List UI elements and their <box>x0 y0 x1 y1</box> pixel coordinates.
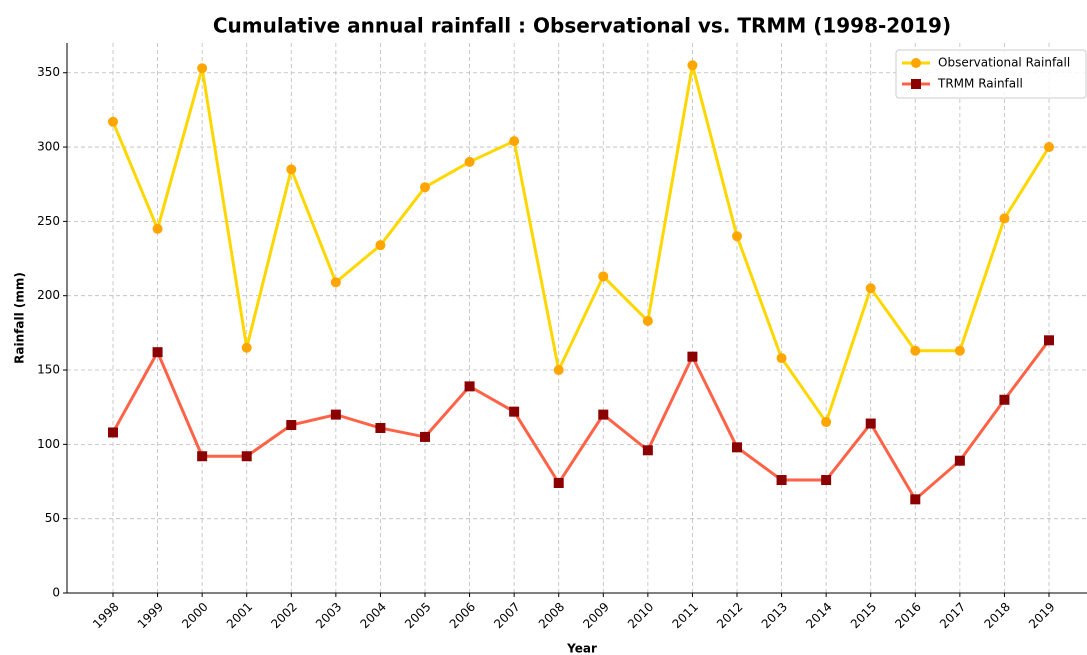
marker <box>509 136 520 147</box>
x-tick-label: 2002 <box>268 600 299 631</box>
marker <box>642 315 653 326</box>
marker <box>598 409 609 420</box>
marker <box>1044 142 1054 153</box>
marker <box>152 347 163 358</box>
marker <box>821 475 832 486</box>
series-line <box>111 339 1051 502</box>
x-tick-label: 2017 <box>937 600 968 631</box>
x-axis-label: Year <box>566 642 597 655</box>
x-tick-label: 2010 <box>625 600 656 631</box>
marker <box>152 223 163 234</box>
y-tick-label: 350 <box>37 65 60 79</box>
x-tick-label: 1999 <box>135 600 166 631</box>
marker <box>197 63 208 74</box>
marker <box>375 423 386 433</box>
marker <box>911 58 921 68</box>
marker <box>464 156 475 167</box>
x-tick-label: 2007 <box>491 600 522 631</box>
x-tick-label: 2016 <box>892 600 923 631</box>
x-tick-label: 2018 <box>982 600 1013 631</box>
marker <box>241 451 252 462</box>
marker <box>821 417 832 428</box>
marker <box>197 451 208 462</box>
x-tick-label: 2013 <box>759 600 790 631</box>
marker <box>375 240 386 251</box>
x-tick-label: 2000 <box>179 600 210 631</box>
x-tick-label: 2015 <box>848 600 879 631</box>
x-tick-label: 2003 <box>313 600 344 631</box>
x-tick-label: 2001 <box>224 600 255 631</box>
marker <box>108 427 118 438</box>
marker <box>330 409 341 420</box>
marker <box>954 345 965 356</box>
marker <box>330 277 341 288</box>
marker <box>954 455 965 466</box>
marker <box>1044 335 1054 346</box>
marker <box>420 431 430 442</box>
y-tick-label: 200 <box>37 288 60 302</box>
x-tick-label: 2019 <box>1026 600 1057 631</box>
marker <box>776 353 787 364</box>
y-axis-label: Rainfall (mm) <box>13 272 27 364</box>
marker <box>732 231 742 242</box>
marker <box>464 381 475 392</box>
marker <box>910 345 921 356</box>
y-tick-label: 0 <box>52 586 60 600</box>
marker <box>865 283 876 294</box>
marker <box>911 79 921 89</box>
y-tick-label: 250 <box>37 214 60 228</box>
y-tick-label: 100 <box>37 437 60 451</box>
y-tick-label: 50 <box>45 511 60 525</box>
x-tick-label: 2005 <box>402 600 433 631</box>
marker <box>598 271 609 282</box>
x-tick-label: 2009 <box>580 600 611 631</box>
x-tick-label: 1998 <box>90 600 121 631</box>
marker <box>687 351 698 362</box>
marker <box>999 394 1010 405</box>
marker <box>999 213 1010 224</box>
x-tick-label: 2006 <box>447 600 478 631</box>
marker <box>286 164 297 175</box>
marker <box>865 418 876 429</box>
series-line <box>111 64 1051 426</box>
marker <box>420 182 430 193</box>
chart-title: Cumulative annual rainfall : Observation… <box>213 14 951 38</box>
marker <box>732 442 742 453</box>
x-tick-label: 2004 <box>358 600 389 631</box>
marker <box>553 365 564 376</box>
y-tick-label: 150 <box>37 363 60 377</box>
marker <box>241 342 252 353</box>
marker <box>910 494 921 505</box>
marker <box>687 60 698 71</box>
x-tick-label: 2011 <box>670 600 701 631</box>
marker <box>108 116 118 127</box>
x-tick-label: 2014 <box>803 600 834 631</box>
legend-label: TRMM Rainfall <box>937 77 1023 91</box>
marker <box>642 445 653 456</box>
marker <box>776 475 787 486</box>
marker <box>509 406 520 417</box>
x-tick-label: 2012 <box>714 600 745 631</box>
marker <box>286 420 297 431</box>
x-tick-label: 2008 <box>536 600 567 631</box>
legend-label: Observational Rainfall <box>938 56 1070 70</box>
marker <box>553 478 564 488</box>
y-tick-label: 300 <box>37 140 60 154</box>
legend-box <box>895 49 1087 99</box>
